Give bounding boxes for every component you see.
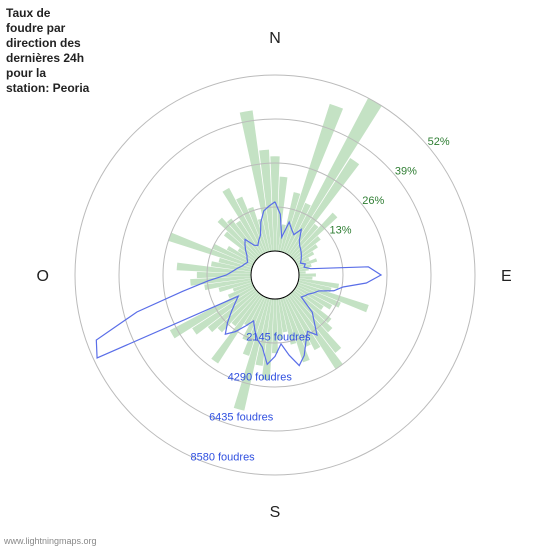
count-ring-label: 8580 foudres bbox=[190, 451, 255, 463]
rate-ring-label: 39% bbox=[395, 166, 417, 178]
count-ring-label: 2145 foudres bbox=[246, 332, 311, 344]
rate-ring-label: 13% bbox=[330, 224, 352, 236]
cardinal-label: E bbox=[501, 268, 512, 285]
count-ring-label: 6435 foudres bbox=[209, 411, 274, 423]
rate-ring-label: 26% bbox=[362, 195, 384, 207]
cardinal-label: S bbox=[270, 504, 281, 521]
cardinal-label: O bbox=[37, 268, 49, 285]
center-hole bbox=[251, 251, 299, 299]
cardinal-label: N bbox=[269, 30, 281, 47]
count-ring-label: 4290 foudres bbox=[228, 372, 293, 384]
credit-text: www.lightningmaps.org bbox=[4, 536, 97, 546]
rate-ring-label: 52% bbox=[428, 136, 450, 148]
rate-bar bbox=[299, 273, 316, 276]
chart-title: Taux de foudre par direction des dernièr… bbox=[6, 6, 89, 96]
